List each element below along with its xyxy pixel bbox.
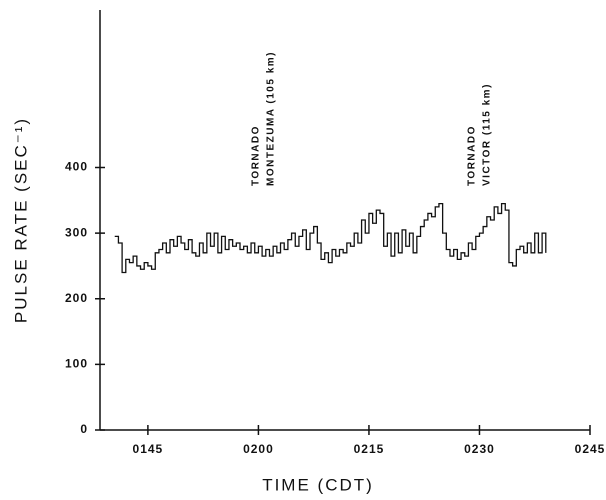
x-tick-label: 0230 bbox=[464, 442, 495, 456]
annotation: TORNADO bbox=[467, 125, 478, 186]
x-axis-label: TIME (CDT) bbox=[262, 475, 374, 494]
y-tick-label: 400 bbox=[65, 160, 88, 174]
y-tick-label: 300 bbox=[65, 225, 88, 239]
y-tick-label: 200 bbox=[65, 291, 88, 305]
x-tick-label: 0200 bbox=[243, 442, 274, 456]
x-tick-label: 0245 bbox=[575, 442, 606, 456]
y-axis-label: PULSE RATE (SEC⁻¹) bbox=[11, 117, 30, 323]
step-line bbox=[114, 202, 547, 274]
annotation: MONTEZUMA (105 km) bbox=[266, 51, 277, 186]
y-tick-label: 100 bbox=[65, 357, 88, 371]
y-tick-label: 0 bbox=[80, 422, 88, 436]
annotation: VICTOR (115 km) bbox=[482, 83, 493, 186]
annotation: TORNADO bbox=[251, 125, 262, 186]
x-tick-label: 0215 bbox=[354, 442, 385, 456]
x-tick-label: 0145 bbox=[133, 442, 164, 456]
